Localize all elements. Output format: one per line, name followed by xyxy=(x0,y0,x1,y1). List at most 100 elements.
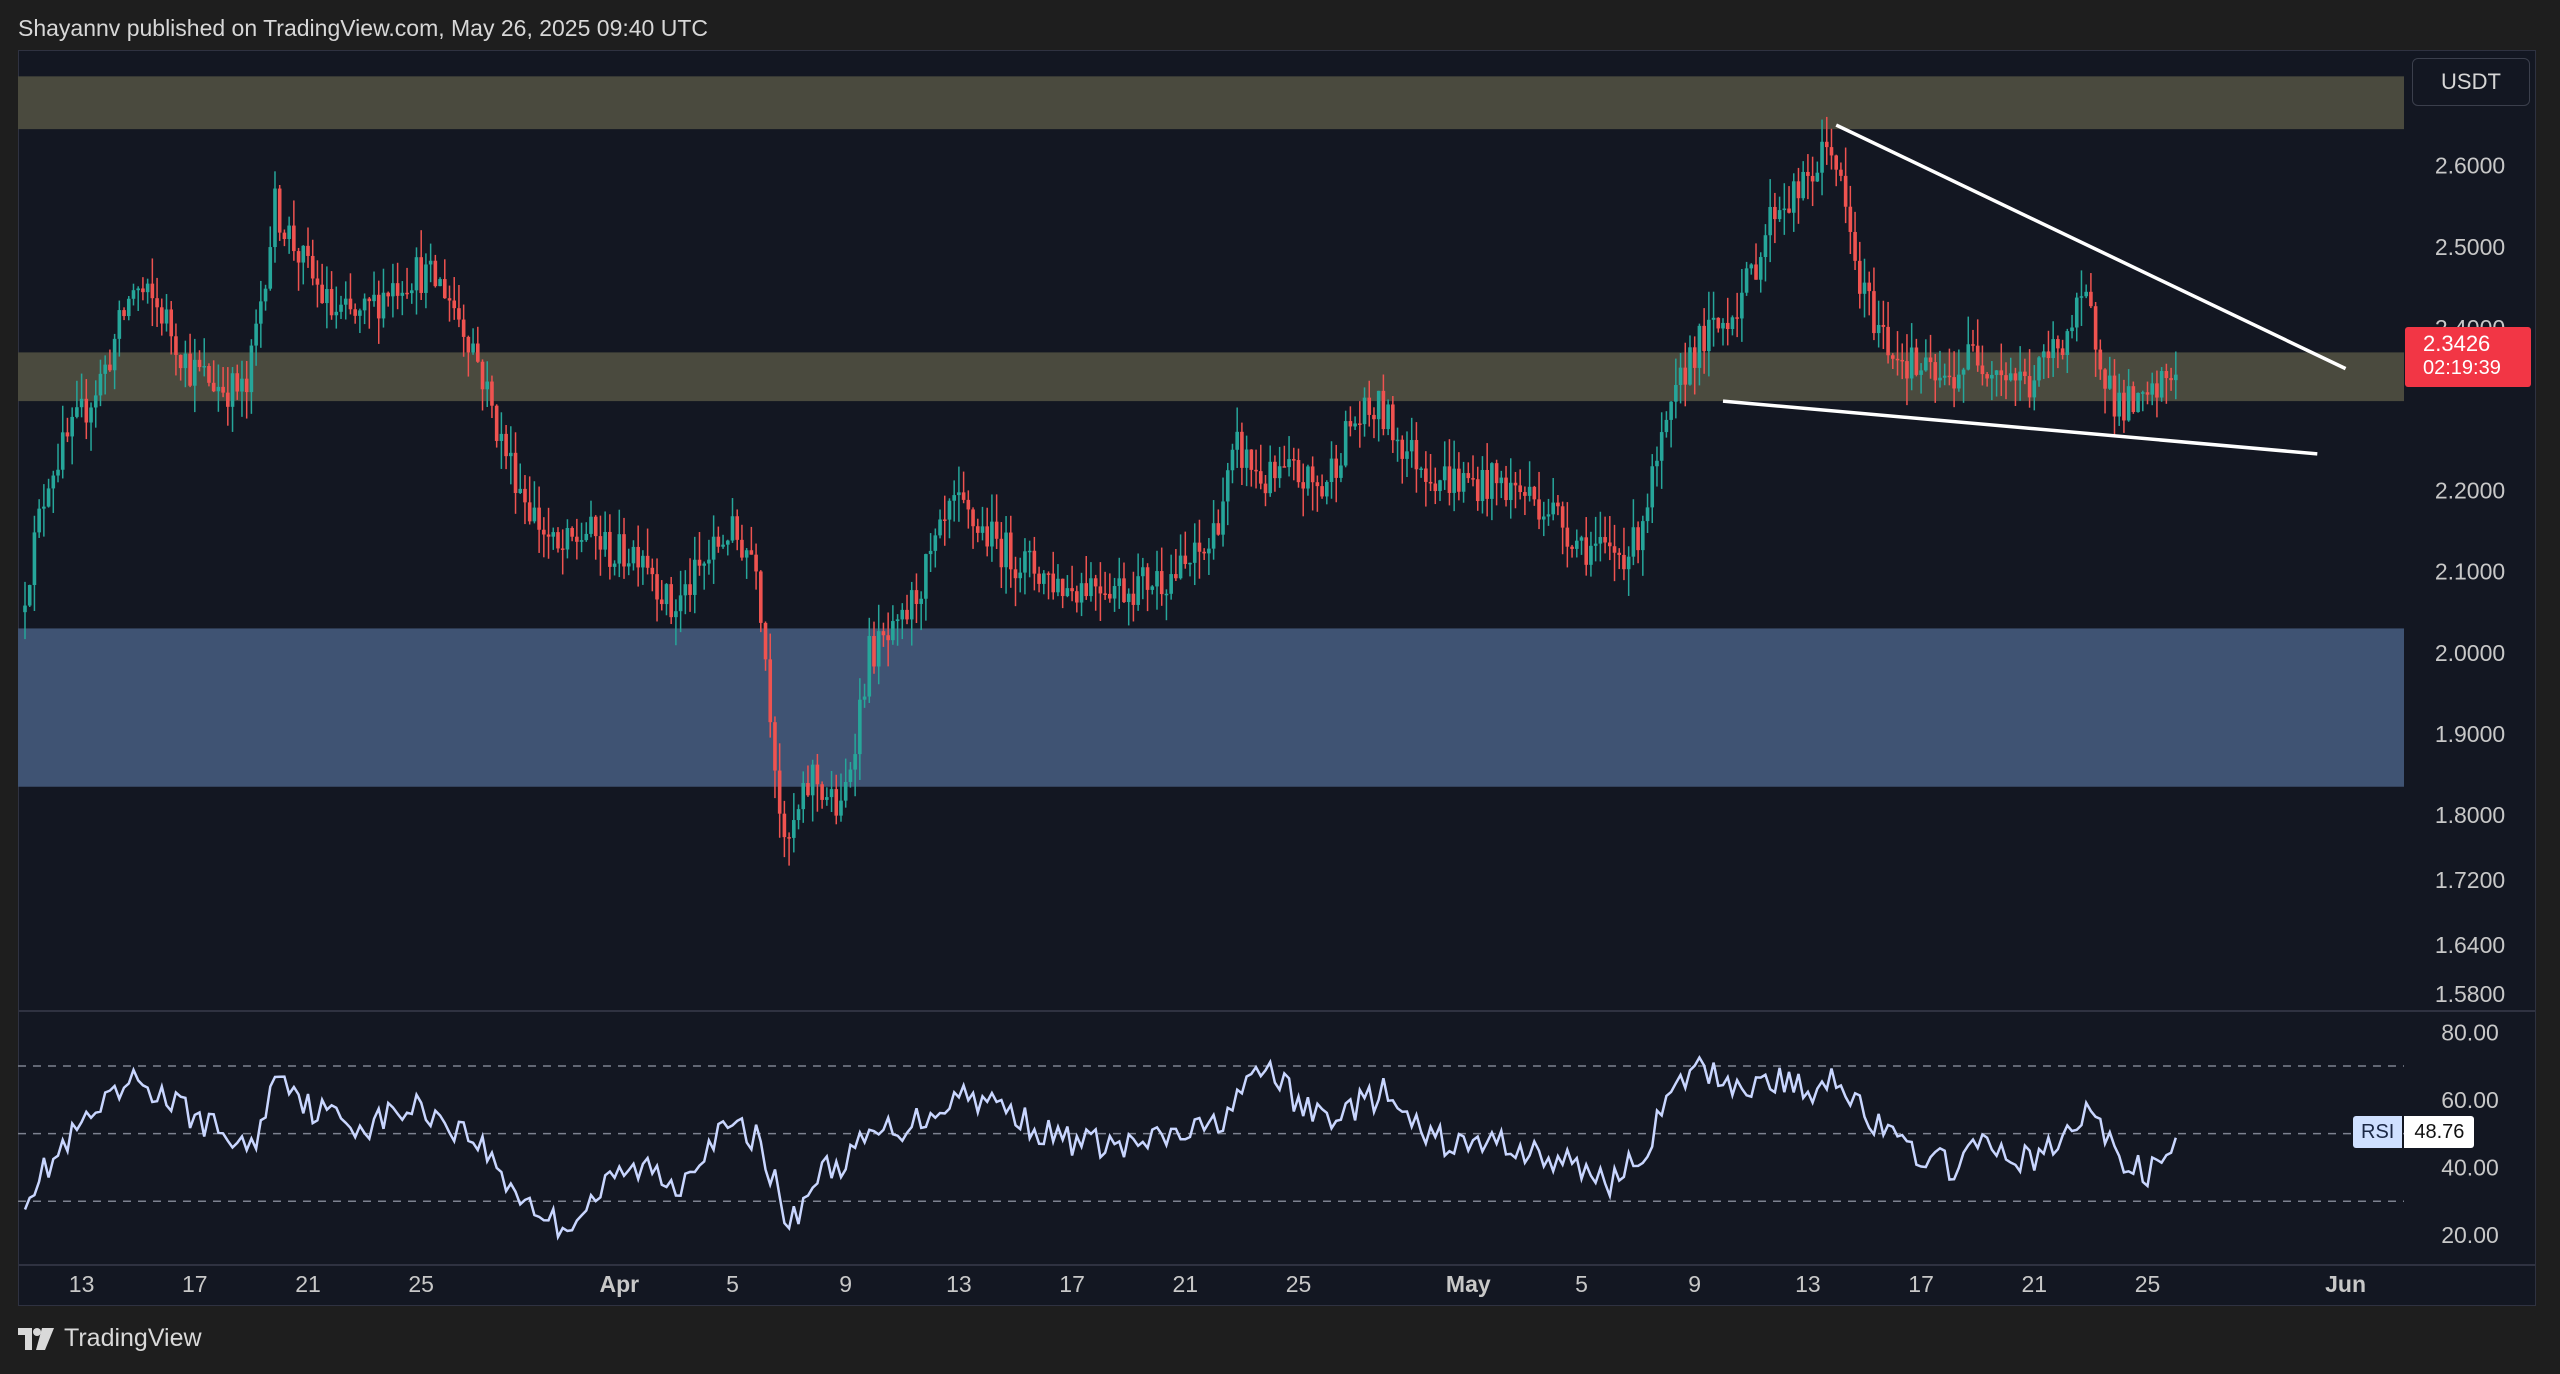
candle-body xyxy=(1801,171,1805,199)
price-tick-label: 1.9000 xyxy=(2435,721,2505,747)
candle-body xyxy=(1197,542,1202,552)
candle-body xyxy=(2046,351,2051,359)
candle-body xyxy=(1608,542,1612,547)
candle-body xyxy=(1688,347,1692,385)
candle-body xyxy=(952,495,956,501)
candle-body xyxy=(259,301,263,324)
candle-body xyxy=(1674,385,1678,402)
candle-body xyxy=(1999,370,2004,376)
candle-body xyxy=(1367,397,1372,415)
candle-body xyxy=(825,797,829,800)
candle-body xyxy=(296,251,301,263)
candle-body xyxy=(518,488,523,494)
candle-body xyxy=(1617,552,1622,555)
candle-body xyxy=(2169,378,2173,381)
current-price-tag: 2.3426 02:19:39 xyxy=(2405,327,2531,387)
candle-body xyxy=(1452,468,1456,493)
candle-body xyxy=(1942,375,1947,378)
candle-body xyxy=(277,188,282,233)
candle-body xyxy=(631,546,636,564)
candle-body xyxy=(1027,550,1032,553)
candle-body xyxy=(75,407,79,417)
candle-body xyxy=(424,264,428,293)
candle-body xyxy=(1862,282,1867,294)
candle-body xyxy=(1376,390,1381,420)
candle-body xyxy=(966,499,971,510)
rsi-tick-label: 80.00 xyxy=(2441,1019,2499,1045)
time-tick-label: 25 xyxy=(408,1271,434,1297)
candle-body xyxy=(452,300,457,309)
candle-body xyxy=(1343,421,1348,466)
candle-body xyxy=(1159,571,1164,595)
candle-body xyxy=(2145,392,2150,395)
candle-body xyxy=(1244,449,1249,468)
candle-body xyxy=(2093,306,2098,350)
candle-body xyxy=(1433,483,1438,492)
candle-body xyxy=(480,361,485,390)
candle-body xyxy=(980,526,985,533)
candle-body xyxy=(1112,586,1117,599)
candle-body xyxy=(1108,593,1112,599)
time-tick-label: 25 xyxy=(2135,1271,2161,1297)
candle-body xyxy=(2174,374,2178,381)
candle-body xyxy=(942,519,947,521)
candle-body xyxy=(155,298,159,308)
candle-body xyxy=(909,590,914,620)
rsi-tick-label: 60.00 xyxy=(2441,1087,2499,1113)
candle-body xyxy=(777,770,782,814)
rsi-value-tag: RSI 48.76 xyxy=(2353,1116,2475,1148)
candle-body xyxy=(1763,235,1768,258)
candle-countdown: 02:19:39 xyxy=(2423,357,2501,379)
candle-body xyxy=(1098,586,1103,594)
candle-body xyxy=(985,526,989,547)
tradingview-logo[interactable]: TradingView xyxy=(18,1324,202,1353)
candle-body xyxy=(438,279,442,287)
candle-body xyxy=(1060,578,1065,597)
candle-body xyxy=(1504,477,1508,501)
currency-button[interactable]: USDT xyxy=(2412,58,2530,106)
candle-body xyxy=(749,550,754,555)
candle-body xyxy=(395,283,400,296)
candle-body xyxy=(721,544,725,547)
candle-body xyxy=(1008,532,1013,570)
grid-layer xyxy=(18,1010,2536,1266)
time-tick-label: 21 xyxy=(1173,1271,1199,1297)
candle-body xyxy=(442,279,447,299)
candle-body xyxy=(1886,326,1890,356)
candle-body xyxy=(1089,578,1093,597)
candle-body xyxy=(579,540,584,542)
candle-body xyxy=(1093,578,1098,587)
candle-body xyxy=(1994,370,1999,375)
candle-body xyxy=(2023,371,2027,377)
candle-body xyxy=(1131,593,1136,605)
candle-body xyxy=(405,292,409,295)
candle-body xyxy=(560,548,565,550)
candle-body xyxy=(400,292,405,296)
candle-body xyxy=(42,506,46,509)
candle-body xyxy=(1056,578,1060,593)
candle-body xyxy=(1485,469,1489,499)
candle-body xyxy=(65,432,70,437)
candle-body xyxy=(716,536,721,547)
candle-body xyxy=(1249,449,1254,470)
price-tick-label: 1.5800 xyxy=(2435,981,2505,1007)
price-tick-label: 1.7200 xyxy=(2435,867,2505,893)
candle-body xyxy=(174,336,178,355)
candle-body xyxy=(829,789,834,798)
candle-body xyxy=(796,809,801,821)
rsi-line xyxy=(23,1055,2177,1241)
candle-body xyxy=(1225,470,1230,502)
candle-body xyxy=(1909,347,1914,379)
candle-body xyxy=(1518,485,1522,493)
trendline[interactable] xyxy=(1835,123,2347,371)
candle-body xyxy=(570,528,574,537)
candle-body xyxy=(593,516,598,537)
candle-body xyxy=(1966,344,1971,370)
candle-body xyxy=(2164,371,2169,379)
candle-body xyxy=(122,310,126,317)
candle-body xyxy=(1386,404,1390,430)
candle-body xyxy=(2037,357,2041,381)
candle-body xyxy=(1787,208,1791,213)
trendline[interactable] xyxy=(1722,399,2318,456)
